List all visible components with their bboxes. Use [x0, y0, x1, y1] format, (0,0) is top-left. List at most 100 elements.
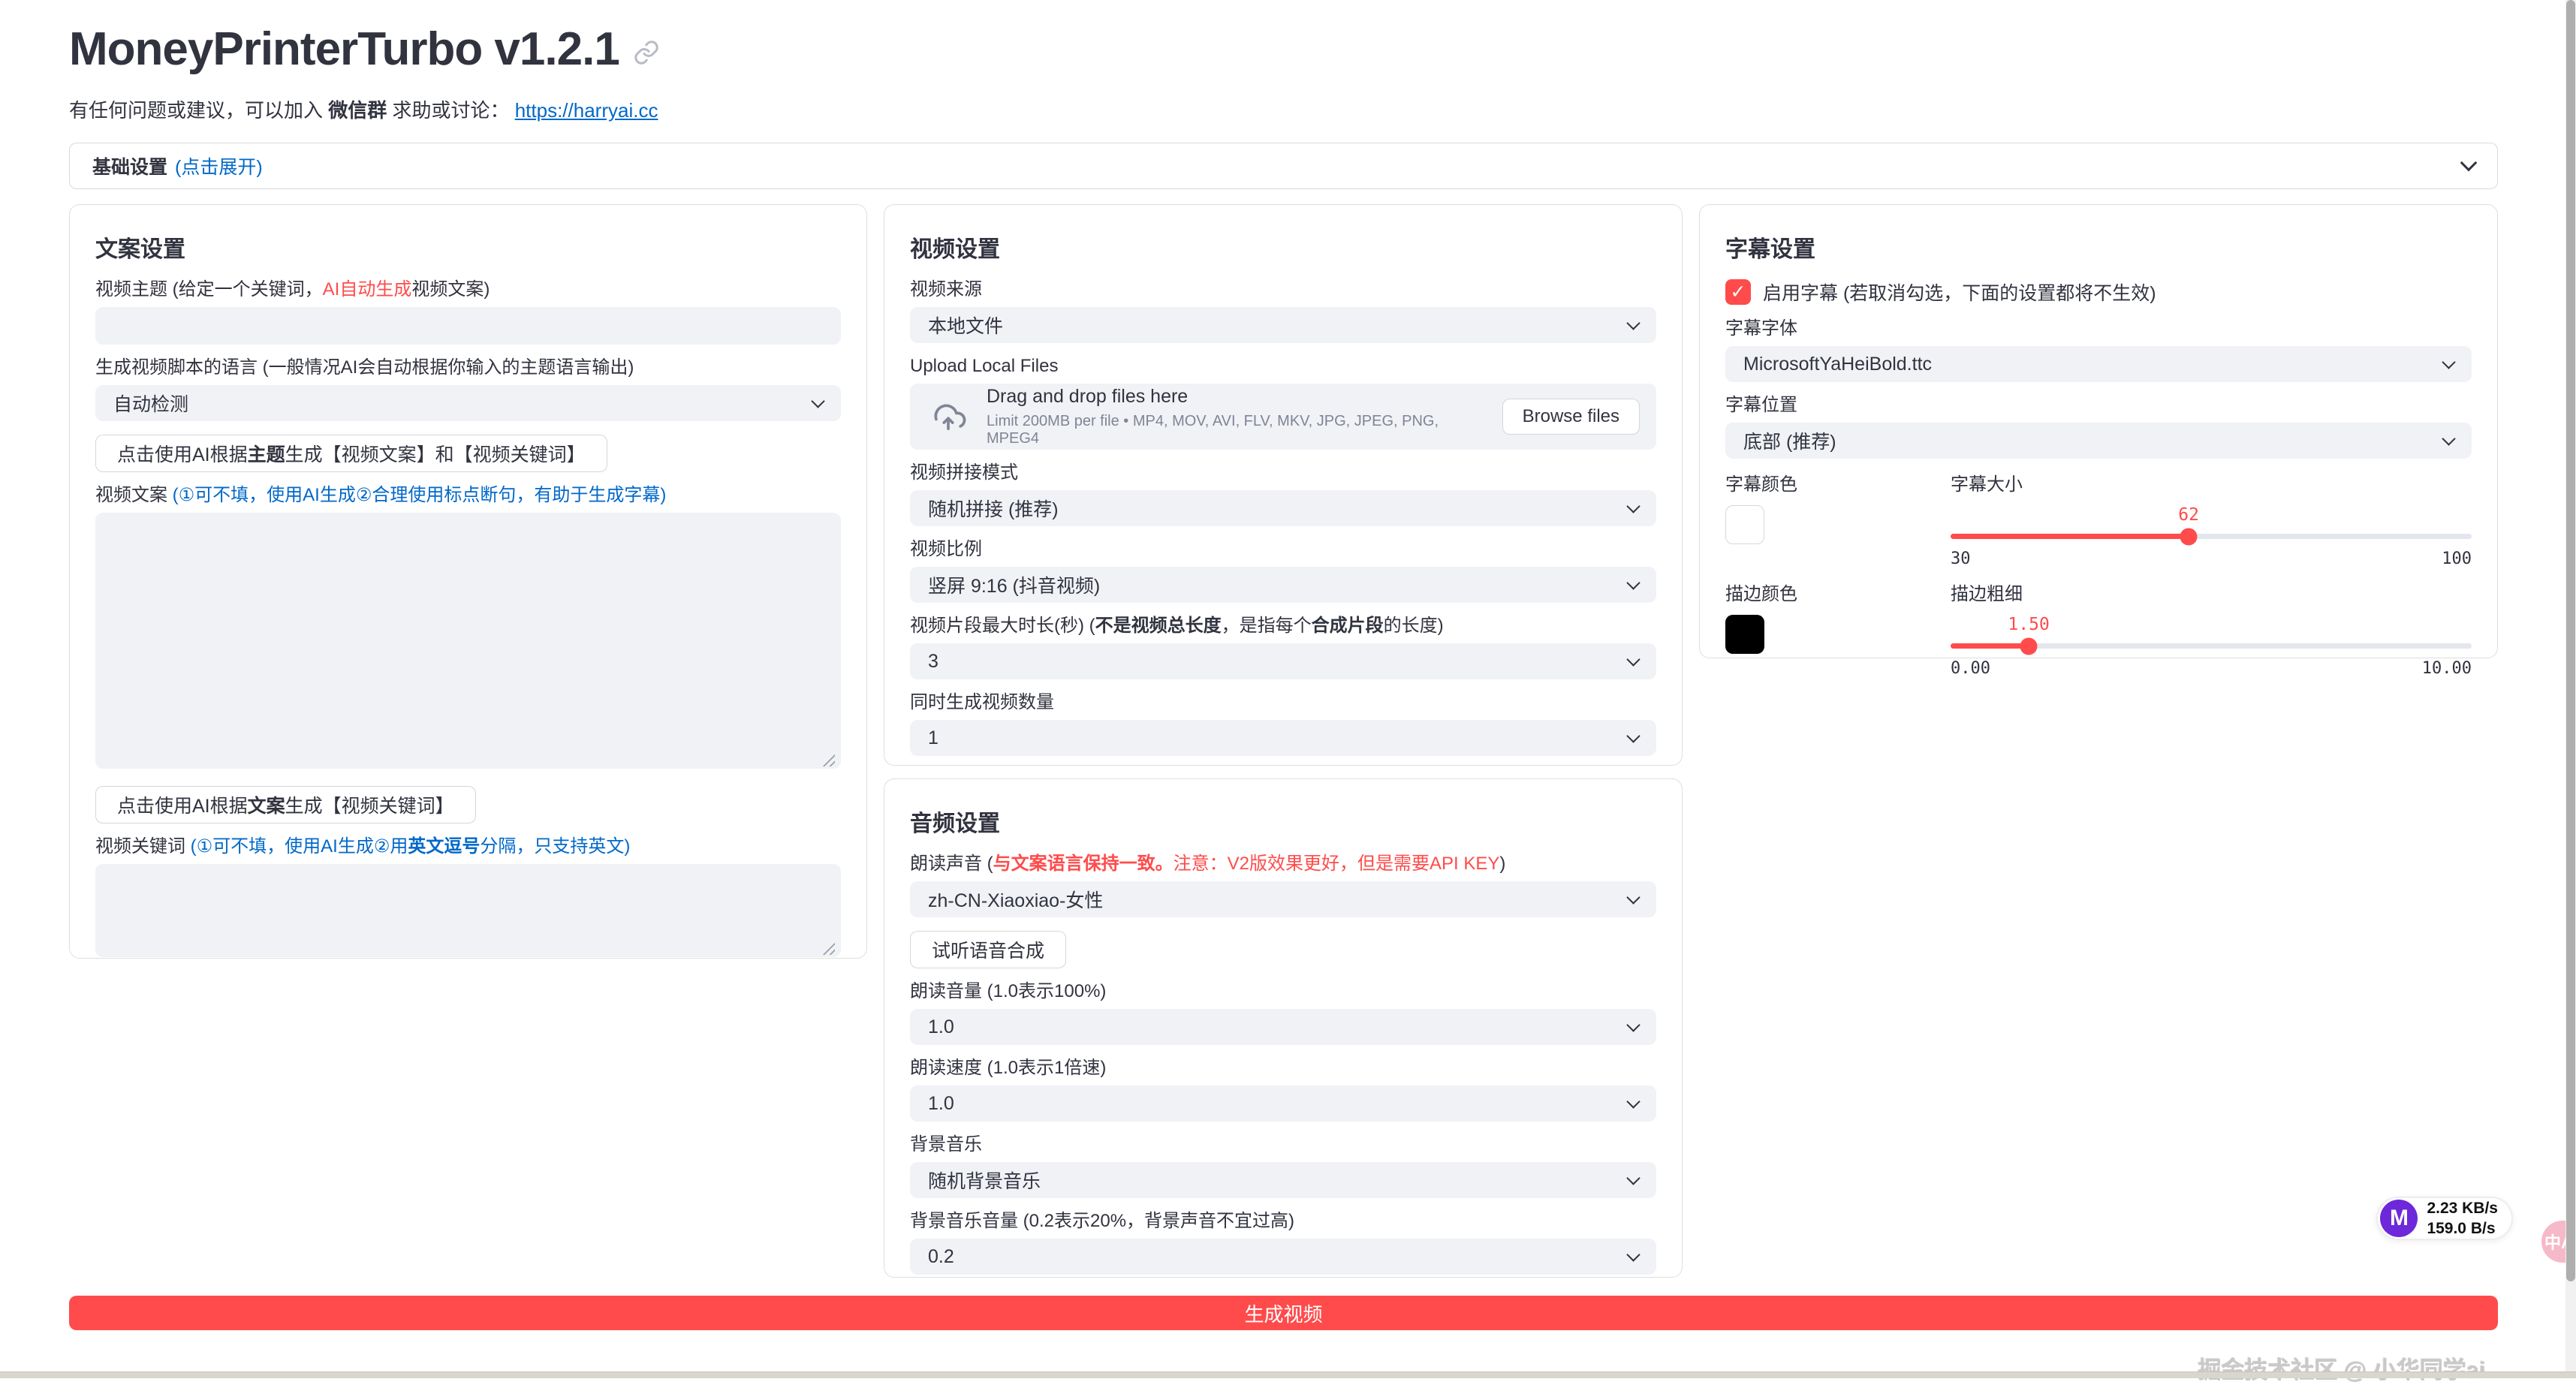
chevron-down-icon [811, 394, 825, 408]
script-language-value: 自动检测 [113, 394, 189, 415]
video-source-label: 视频来源 [910, 279, 982, 300]
subtitle-color-picker[interactable] [1725, 505, 1764, 544]
help-link[interactable]: https://harryai.cc [514, 99, 658, 122]
chevron-down-icon [2442, 432, 2456, 446]
subtitle-font-label: 字幕字体 [1725, 318, 1797, 339]
resize-handle-icon[interactable] [821, 941, 835, 955]
chevron-down-icon [1626, 1248, 1641, 1262]
cloud-upload-icon [934, 404, 966, 430]
upload-speed: 2.23 KB/s [2427, 1200, 2498, 1217]
slider-value: 1.50 [2008, 615, 2050, 634]
stroke-color-label: 描边颜色 [1725, 584, 1797, 604]
enable-subtitle-row: ✓ 启用字幕 (若取消勾选，下面的设置都将不生效) [1725, 279, 2472, 306]
bgm-value: 随机背景音乐 [928, 1171, 1041, 1192]
video-count-select[interactable]: 1 [910, 720, 1656, 756]
concat-mode-label: 视频拼接模式 [910, 462, 1018, 483]
settings-columns: 文案设置 视频主题 (给定一个关键词，AI自动生成视频文案) 生成视频脚本的语言… [69, 204, 2498, 1278]
video-source-select[interactable]: 本地文件 [910, 307, 1656, 343]
voice-rate-label: 朗读速度 (1.0表示1倍速) [910, 1058, 1107, 1078]
bgm-field: 背景音乐 随机背景音乐 [910, 1134, 1656, 1198]
anchor-link-icon[interactable] [633, 39, 660, 66]
subtitle-font-value: MicrosoftYaHeiBold.ttc [1743, 353, 1933, 375]
video-terms-textarea[interactable] [95, 864, 841, 957]
voice-value: zh-CN-Xiaoxiao-女性 [928, 890, 1104, 911]
subtitle-color-size-row: 字幕颜色 字幕大小 62 30 100 [1725, 474, 2472, 568]
enable-subtitle-checkbox[interactable]: ✓ [1725, 279, 1751, 305]
script-language-select[interactable]: 自动检测 [95, 385, 841, 421]
voice-select[interactable]: zh-CN-Xiaoxiao-女性 [910, 881, 1656, 917]
generate-video-button[interactable]: 生成视频 [69, 1296, 2498, 1330]
voice-rate-value: 1.0 [928, 1092, 954, 1114]
page-scrollbar[interactable] [2565, 0, 2576, 1378]
chevron-down-icon [1626, 652, 1641, 667]
bottom-edge-strip [0, 1371, 2576, 1378]
subtitle-position-select[interactable]: 底部 (推荐) [1725, 423, 2472, 459]
watermark-text: 掘金技术社区 @ 小华同学ai [2198, 1357, 2486, 1383]
subtitle-position-field: 字幕位置 底部 (推荐) [1725, 394, 2472, 459]
slider-track[interactable] [1951, 637, 2472, 655]
basic-settings-expander[interactable]: 基础设置 (点击展开) [69, 143, 2498, 189]
help-text: 有任何问题或建议，可以加入 微信群 求助或讨论： https://harryai… [69, 95, 2498, 123]
voice-rate-select[interactable]: 1.0 [910, 1085, 1656, 1122]
stroke-color-picker[interactable] [1725, 615, 1764, 654]
slider-value: 62 [2178, 505, 2200, 525]
file-dropzone[interactable]: Drag and drop files here Limit 200MB per… [910, 384, 1656, 450]
subtitle-size-label: 字幕大小 [1951, 474, 2023, 495]
app-logo-icon: M [2380, 1200, 2418, 1237]
resize-handle-icon[interactable] [821, 753, 835, 766]
audio-settings-title: 音频设置 [910, 811, 1000, 836]
concat-mode-select[interactable]: 随机拼接 (推荐) [910, 490, 1656, 526]
slider-thumb[interactable] [2180, 528, 2198, 545]
subtitle-position-label: 字幕位置 [1725, 395, 1797, 415]
subtitle-font-select[interactable]: MicrosoftYaHeiBold.ttc [1725, 346, 2472, 382]
chevron-down-icon [2460, 154, 2478, 172]
voice-field: 朗读声音 (与文案语言保持一致。注意：V2版效果更好，但是需要API KEY) … [910, 853, 1656, 917]
dropzone-limit-text: Limit 200MB per file • MP4, MOV, AVI, FL… [987, 413, 1439, 447]
upload-field: Upload Local Files Drag and drop files h… [910, 355, 1656, 450]
video-terms-label: 视频关键词 (①可不填，使用AI生成②用英文逗号分隔，只支持英文) [95, 836, 631, 857]
video-source-field: 视频来源 本地文件 [910, 279, 1656, 343]
audio-settings-card: 音频设置 朗读声音 (与文案语言保持一致。注意：V2版效果更好，但是需要API … [884, 778, 1683, 1278]
chevron-down-icon [1626, 316, 1641, 330]
clip-duration-select[interactable]: 3 [910, 643, 1656, 679]
bgm-label: 背景音乐 [910, 1134, 982, 1155]
voice-volume-value: 1.0 [928, 1016, 954, 1037]
page-title: MoneyPrinterTurbo v1.2.1 [69, 23, 620, 75]
video-script-field: 视频文案 (①可不填，使用AI生成②合理使用标点断句，有助于生成字幕) [95, 484, 841, 772]
aspect-ratio-value: 竖屏 9:16 (抖音视频) [928, 576, 1101, 597]
scrollbar-thumb[interactable] [2566, 0, 2575, 1282]
slider-min: 0.00 [1951, 659, 1990, 678]
concat-mode-value: 随机拼接 (推荐) [928, 499, 1059, 520]
bgm-volume-field: 背景音乐音量 (0.2表示20%，背景声音不宜过高) 0.2 [910, 1210, 1656, 1275]
bgm-volume-select[interactable]: 0.2 [910, 1239, 1656, 1275]
chevron-down-icon [1626, 576, 1641, 590]
help-text-prefix: 有任何问题或建议，可以加入 [69, 99, 329, 122]
chevron-down-icon [1626, 729, 1641, 743]
enable-subtitle-label: 启用字幕 (若取消勾选，下面的设置都将不生效) [1763, 283, 2156, 304]
slider-track[interactable] [1951, 528, 2472, 545]
video-topic-input[interactable] [95, 307, 841, 345]
script-language-field: 生成视频脚本的语言 (一般情况AI会自动根据你输入的主题语言输出) 自动检测 [95, 357, 841, 421]
video-script-textarea[interactable] [95, 513, 841, 769]
ai-generate-terms-button[interactable]: 点击使用AI根据 文案 生成【视频关键词】 [95, 786, 476, 823]
stroke-width-slider[interactable]: 1.50 0.00 10.00 [1951, 612, 2472, 678]
slider-max: 10.00 [2421, 659, 2472, 678]
video-settings-title: 视频设置 [910, 237, 1000, 262]
voice-volume-select[interactable]: 1.0 [910, 1009, 1656, 1045]
ai-generate-script-button[interactable]: 点击使用AI根据 主题 生成【视频文案】和【视频关键词】 [95, 435, 607, 472]
upload-label: Upload Local Files [910, 356, 1059, 376]
tts-preview-button[interactable]: 试听语音合成 [910, 931, 1067, 968]
network-speed-badge[interactable]: M 2.23 KB/s 159.0 B/s [2376, 1197, 2513, 1240]
subtitle-size-slider[interactable]: 62 30 100 [1951, 502, 2472, 568]
aspect-ratio-select[interactable]: 竖屏 9:16 (抖音视频) [910, 567, 1656, 603]
slider-thumb[interactable] [2020, 637, 2038, 655]
chevron-down-icon [1626, 890, 1641, 905]
browse-files-button[interactable]: Browse files [1502, 399, 1640, 435]
video-terms-field: 视频关键词 (①可不填，使用AI生成②用英文逗号分隔，只支持英文) [95, 836, 841, 961]
bgm-select[interactable]: 随机背景音乐 [910, 1162, 1656, 1198]
middle-column: 视频设置 视频来源 本地文件 Upload Local Files [884, 204, 1683, 1278]
download-speed: 159.0 B/s [2427, 1220, 2496, 1237]
stroke-width-label: 描边粗细 [1951, 584, 2023, 604]
clip-duration-label: 视频片段最大时长(秒) (不是视频总长度，是指每个合成片段的长度) [910, 616, 1444, 636]
script-settings-title: 文案设置 [95, 237, 185, 262]
